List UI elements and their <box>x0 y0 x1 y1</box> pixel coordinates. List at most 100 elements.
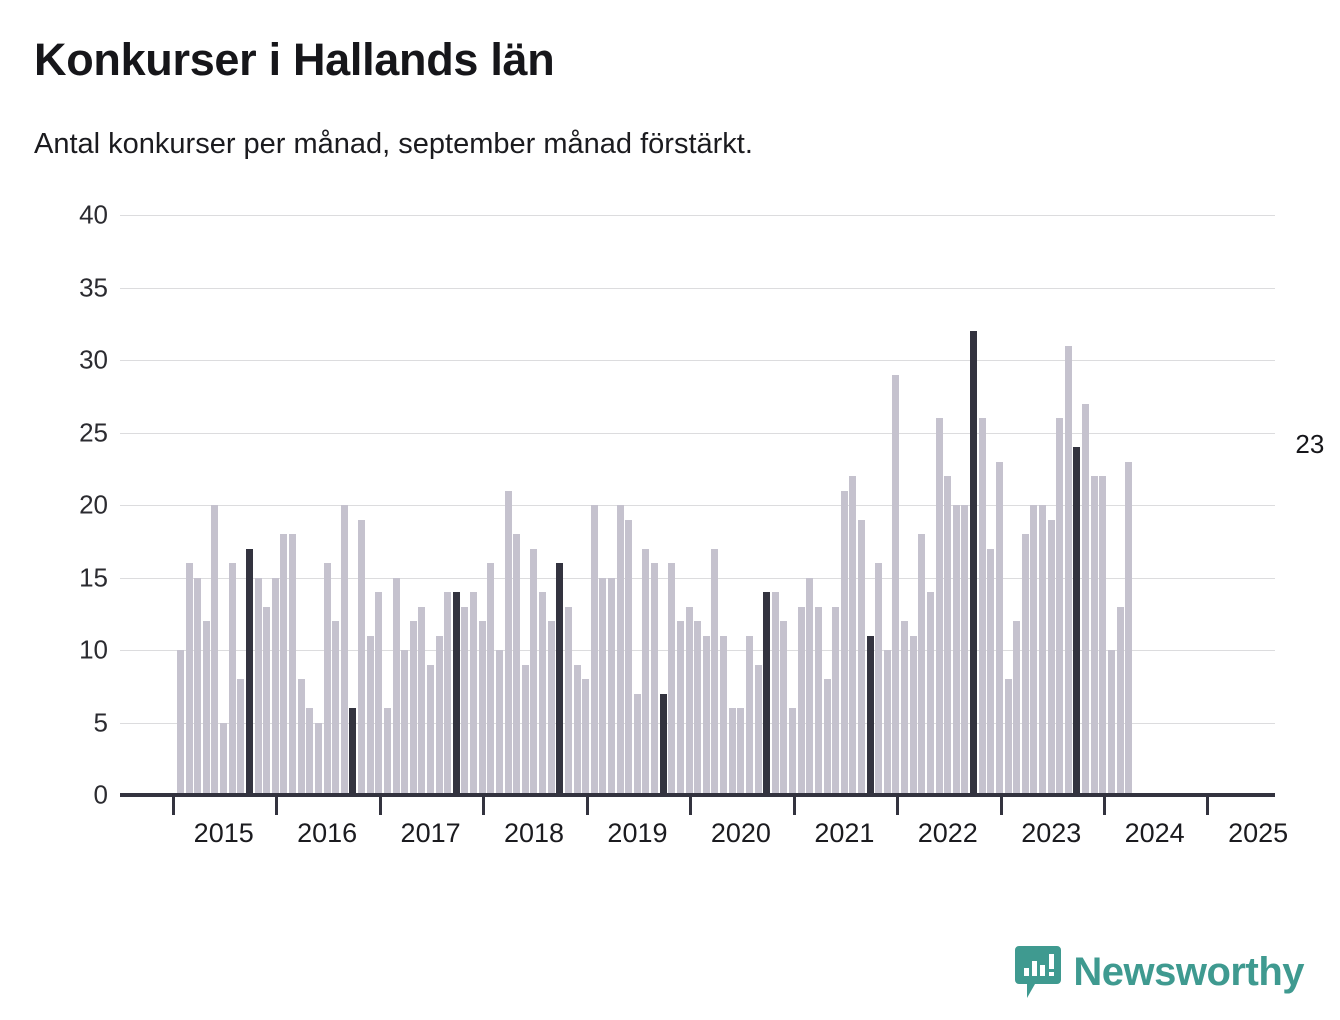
x-tick-label: 2021 <box>814 818 875 848</box>
y-tick-label: 20 <box>79 489 108 520</box>
x-tick-label: 2024 <box>1124 818 1185 848</box>
bar-month <box>1021 534 1029 795</box>
x-axis-tick <box>792 797 796 815</box>
bar-september <box>970 331 978 795</box>
bar-month <box>228 563 236 795</box>
bar-month <box>1056 418 1064 795</box>
y-axis-labels: 0 5 10 15 20 25 30 35 40 <box>0 200 108 810</box>
x-axis-tick <box>585 797 589 815</box>
bar-month <box>832 606 840 795</box>
bar-month <box>676 621 684 795</box>
gridline <box>120 432 1275 434</box>
bar-month <box>1116 606 1124 795</box>
y-tick-label: 35 <box>79 272 108 302</box>
page-title: Konkurser i Hallands län <box>34 34 555 85</box>
bar-month <box>797 606 805 795</box>
bar-month <box>849 476 857 795</box>
x-tick-label: 2016 <box>297 818 358 848</box>
plot-area <box>120 215 1275 795</box>
bar-month <box>978 418 986 795</box>
bar-chart-speech-bubble-icon <box>1015 946 1062 998</box>
bar-month <box>271 577 279 795</box>
bar-month <box>987 548 995 795</box>
bar-month <box>1013 621 1021 795</box>
y-tick-label: 10 <box>79 634 108 665</box>
bar-month <box>1030 505 1038 795</box>
bar-month <box>961 505 969 795</box>
y-tick-label: 25 <box>79 417 108 447</box>
bar-month <box>435 635 443 795</box>
bar-month <box>633 693 641 795</box>
bar-month <box>521 664 529 795</box>
bar-month <box>392 577 400 795</box>
bar-september <box>452 592 460 795</box>
bar-month <box>194 577 202 795</box>
bar-month <box>564 606 572 795</box>
newsworthy-logo: Newsworthy <box>1015 946 1304 998</box>
x-tick-label: 2017 <box>400 818 461 848</box>
bar-month <box>1039 505 1046 795</box>
bar-month <box>1004 679 1012 795</box>
bar-month <box>668 563 676 795</box>
bar-month <box>280 534 288 795</box>
x-axis-tick <box>172 797 175 815</box>
bar-month <box>737 708 745 795</box>
bar-month <box>1107 650 1115 795</box>
latest-value-label: 23 <box>1295 428 1325 459</box>
gridline <box>120 287 1275 289</box>
bar-month <box>332 621 340 795</box>
bar-month <box>573 664 581 795</box>
x-tick-label: 2019 <box>607 818 668 848</box>
bar-month <box>823 679 831 795</box>
bar-month <box>711 548 719 795</box>
bar-month <box>814 606 822 795</box>
x-axis-tick <box>482 797 486 815</box>
bar-month <box>754 664 762 795</box>
x-tick-label: 2015 <box>193 818 254 848</box>
bar-september <box>763 592 771 795</box>
x-axis-tick <box>896 797 900 815</box>
bar-month <box>314 722 322 795</box>
bar-month <box>444 592 452 795</box>
y-tick-label: 40 <box>79 199 108 230</box>
bar-month <box>366 635 374 795</box>
bar-month <box>418 606 426 795</box>
y-tick-label: 15 <box>79 562 108 592</box>
bar-month <box>547 621 555 795</box>
bar-month <box>263 606 271 795</box>
bar-month <box>926 592 934 795</box>
x-axis-tick <box>275 797 279 815</box>
x-axis-tick <box>999 797 1003 815</box>
bar-month <box>495 650 503 795</box>
bar-month <box>375 592 383 795</box>
bar-month <box>651 563 659 795</box>
bar-month <box>857 519 865 795</box>
bar-month <box>461 606 469 795</box>
bar-month <box>892 374 900 795</box>
bar-september <box>659 693 667 795</box>
bar-month <box>409 621 417 795</box>
logo-wordmark: Newsworthy <box>1073 949 1304 994</box>
bar-september <box>349 708 357 795</box>
bar-month <box>1082 403 1090 795</box>
bar-month <box>426 664 434 795</box>
gridline <box>120 360 1275 361</box>
gridline <box>120 215 1275 216</box>
bar-month <box>702 635 710 795</box>
bar-month <box>237 679 245 795</box>
x-tick-label: 2022 <box>917 818 978 848</box>
bar-month <box>1125 461 1133 795</box>
x-axis-line <box>120 793 1275 797</box>
bar-month <box>297 679 305 795</box>
x-tick-label: 2025 <box>1228 818 1289 848</box>
bar-month <box>487 563 495 795</box>
x-axis-tick <box>378 797 382 815</box>
bar-month <box>745 635 753 795</box>
bar-month <box>383 708 391 795</box>
x-tick-label: 2018 <box>503 818 565 848</box>
bar-month <box>590 505 598 795</box>
bar-month <box>220 722 228 795</box>
bar-month <box>771 592 779 795</box>
gridline <box>120 505 1275 506</box>
bar-month <box>211 505 219 795</box>
